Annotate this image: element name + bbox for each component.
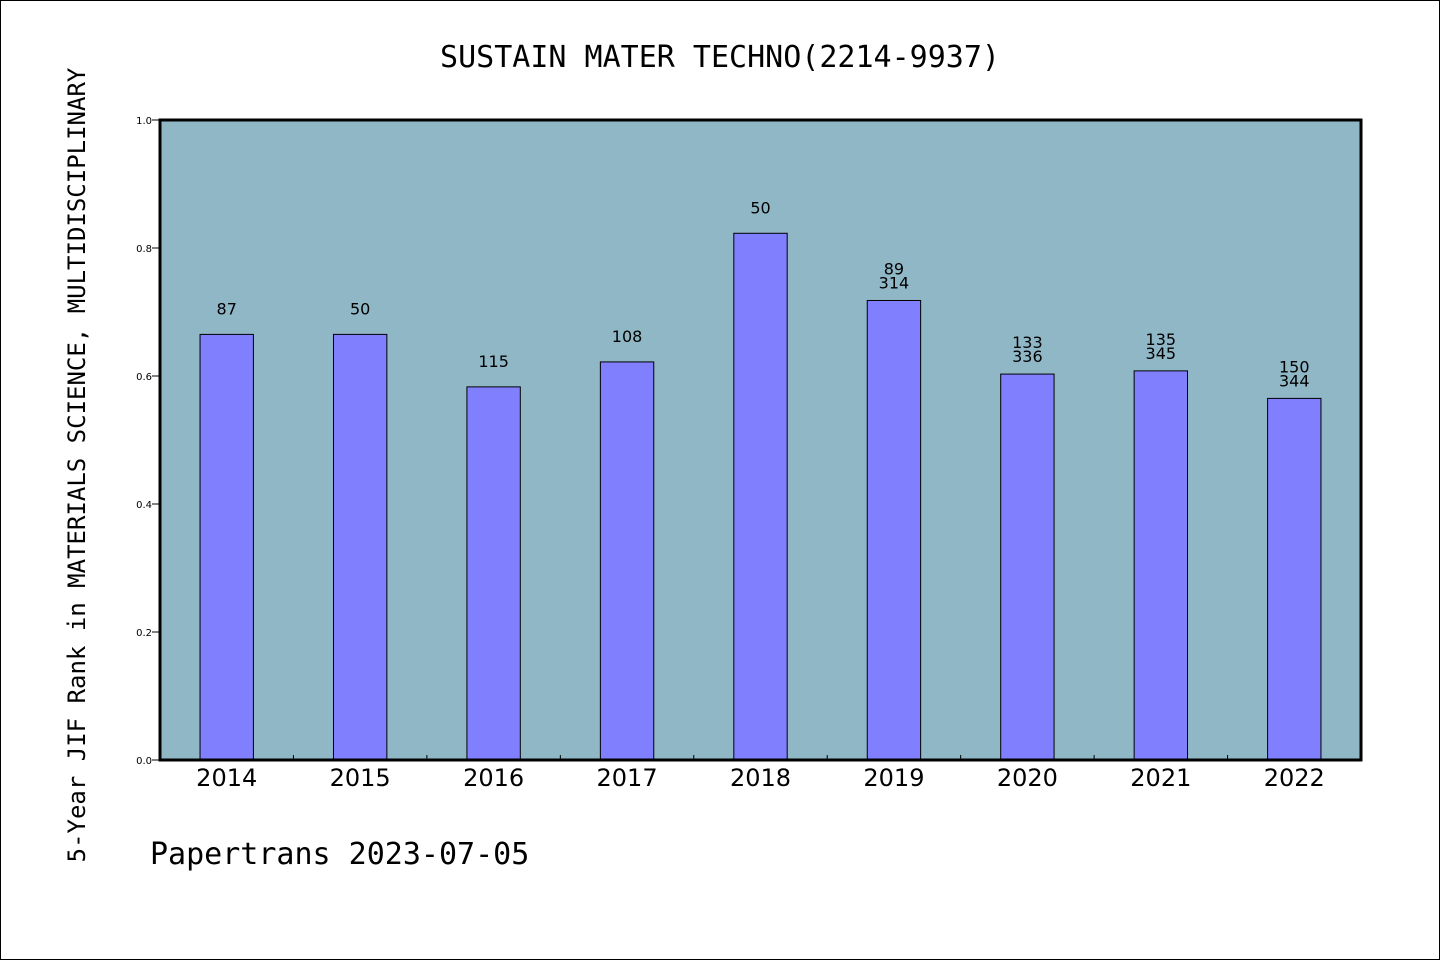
y-tick-label: 0.8	[136, 244, 152, 255]
bar	[1000, 373, 1055, 761]
data-label: 89	[884, 259, 904, 278]
data-label: 50	[750, 198, 770, 217]
y-tick-label: 0.6	[136, 372, 152, 383]
x-tick-label: 2016	[463, 764, 524, 792]
bar	[199, 333, 254, 761]
chart-title: SUSTAIN MATER TECHNO(2214-9937)	[440, 40, 1000, 75]
y-axis-label: 5-Year JIF Rank in MATERIALS SCIENCE, MU…	[63, 67, 91, 862]
data-label: 314	[879, 273, 910, 292]
x-tick-label: 2017	[597, 764, 658, 792]
x-tick-label: 2020	[997, 764, 1058, 792]
bar	[1267, 397, 1322, 761]
bars-group	[199, 232, 1322, 761]
data-label: 135	[1146, 330, 1177, 349]
y-tick-label: 0.0	[136, 756, 152, 767]
data-label: 133	[1012, 333, 1043, 352]
data-label: 50	[350, 299, 370, 318]
y-tick-label: 0.4	[136, 500, 152, 511]
data-label: 344	[1279, 371, 1310, 390]
x-tick-label: 2022	[1264, 764, 1325, 792]
data-label: 345	[1146, 344, 1177, 363]
y-tick-label: 1.0	[136, 116, 152, 127]
x-tick-label: 2021	[1130, 764, 1191, 792]
category-labels-group: 2014 2015 2016 2017 2018 2019 2020 2021 2022	[196, 764, 1325, 792]
x-tick-label: 2018	[730, 764, 791, 792]
bar	[466, 386, 521, 761]
bar	[733, 232, 788, 761]
data-label: 87	[217, 299, 237, 318]
bar	[1133, 370, 1189, 761]
plot-border	[158, 118, 1363, 762]
bar	[866, 299, 922, 761]
bar	[599, 361, 655, 761]
bar	[332, 333, 388, 761]
y-axis: 0.0 0.2 0.4 0.6 0.8 1.0	[136, 116, 160, 767]
data-label: 108	[612, 327, 643, 346]
footer-credit: Papertrans 2023-07-05	[150, 837, 529, 872]
x-tick-label: 2014	[196, 764, 257, 792]
y-tick-label: 0.2	[136, 628, 152, 639]
x-tick-label: 2019	[863, 764, 924, 792]
data-label: 115	[478, 352, 509, 371]
data-label: 150	[1279, 357, 1310, 376]
x-tick-label: 2015	[330, 764, 391, 792]
data-label: 336	[1012, 347, 1043, 366]
